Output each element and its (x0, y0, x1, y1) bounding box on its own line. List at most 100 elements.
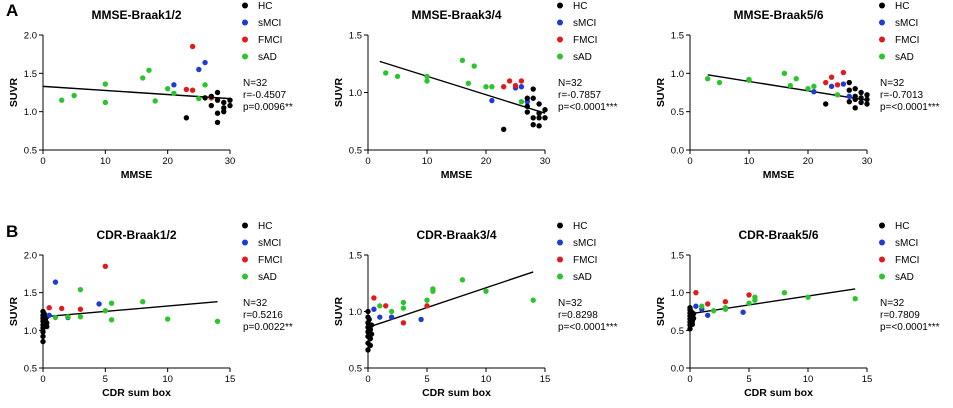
legend-marker-smci (242, 19, 248, 26)
stat-line: N=32 (558, 78, 583, 89)
data-point-sad (465, 80, 471, 87)
y-tick-label: 0.5 (349, 146, 362, 157)
data-point-hc (687, 326, 693, 332)
x-tick-label: 20 (162, 156, 173, 167)
data-point-fmci (512, 82, 519, 89)
data-point-hc (852, 96, 858, 103)
chart-title: CDR-Braak5/6 (738, 228, 818, 242)
y-tick-label: 0.5 (24, 364, 37, 375)
legend-marker-sad (879, 53, 885, 60)
x-tick-label: 10 (422, 156, 433, 167)
data-point-sad (489, 84, 495, 90)
x-tick-label: 20 (481, 156, 492, 167)
data-point-hc (530, 86, 536, 92)
x-tick-label: 10 (744, 156, 755, 167)
legend-label-sad: sAD (573, 272, 592, 283)
data-point-sad (59, 97, 65, 103)
stat-line: r=-0.7013 (880, 90, 924, 101)
legend-label-smci: sMCI (258, 18, 281, 29)
data-point-sad (752, 297, 758, 303)
data-point-smci (840, 81, 847, 87)
legend-marker-fmci (242, 256, 248, 263)
legend-marker-sad (242, 273, 248, 280)
data-point-fmci (823, 79, 829, 86)
x-tick-label: 15 (862, 374, 873, 385)
chart-2: MMSE-Braak3/4 0.5 1.0 1.5 0 10 20 30 MMSE SUVR HC s… (333, 1, 618, 181)
data-point-sad (146, 67, 152, 73)
y-tick-label: 1.5 (349, 31, 362, 42)
y-tick-label: 2.0 (24, 31, 37, 42)
data-point-fmci (693, 289, 699, 296)
data-point-hc (524, 103, 530, 110)
data-point-hc (221, 108, 227, 115)
data-point-sad (834, 92, 841, 98)
data-point-smci (52, 279, 59, 285)
stat-line: N=32 (880, 298, 905, 309)
legend-label-hc: HC (573, 221, 587, 232)
legend-label-sad: sAD (895, 52, 914, 63)
stat-line: N=32 (243, 78, 268, 89)
stat-line: N=32 (558, 298, 583, 309)
chart-5: CDR-Braak3/4 0.5 1.0 1.5 0 5 10 15 CDR sum box SU… (333, 221, 618, 399)
x-tick-label: 30 (862, 156, 873, 167)
x-axis-label: CDR sum box (744, 387, 813, 399)
x-tick-label: 10 (481, 374, 492, 385)
data-point-hc (214, 97, 221, 103)
data-point-fmci (59, 305, 65, 312)
legend-label-sad: sAD (895, 272, 914, 283)
legend-label-fmci: FMCI (573, 35, 597, 46)
data-point-hc (542, 115, 548, 121)
legend-label-hc: HC (258, 221, 272, 232)
y-tick-label: 1.5 (671, 31, 684, 42)
y-tick-label: 1.0 (24, 326, 37, 337)
legend-marker-hc (879, 2, 885, 9)
data-point-fmci (189, 87, 196, 93)
charts: MMSE-Braak1/2 0.5 1.0 1.5 2.0 0 10 20 30 MMSE SUVR… (8, 1, 940, 399)
y-tick-label: 1.5 (671, 251, 684, 262)
data-point-sad (77, 286, 84, 293)
data-point-hc (221, 99, 227, 106)
data-point-hc (530, 95, 536, 101)
data-point-hc (858, 89, 864, 96)
data-point-sad (171, 90, 177, 96)
data-point-hc (501, 126, 507, 132)
data-point-hc (41, 311, 47, 317)
x-tick-label: 0 (365, 156, 370, 167)
data-point-fmci (746, 292, 752, 298)
data-point-sad (530, 297, 536, 303)
data-point-fmci (102, 263, 109, 269)
data-point-smci (811, 89, 817, 95)
chart-title: MMSE-Braak5/6 (733, 8, 823, 22)
data-point-smci (846, 93, 852, 100)
data-point-sad (164, 316, 171, 322)
legend-marker-sad (242, 53, 248, 60)
data-point-hc (864, 92, 870, 98)
data-point-sad (400, 305, 407, 311)
legend-marker-fmci (879, 256, 885, 263)
data-point-sad (483, 84, 489, 90)
data-point-hc (846, 87, 852, 93)
data-point-hc (365, 308, 371, 315)
data-point-sad (214, 318, 221, 324)
data-point-smci (377, 314, 383, 320)
x-tick-label: 0 (365, 374, 370, 385)
data-point-sad (388, 308, 395, 315)
stat-line: r=0.7809 (880, 310, 920, 321)
data-point-sad (140, 75, 146, 81)
legend-marker-smci (557, 239, 563, 246)
data-point-smci (418, 316, 424, 323)
x-axis-label: MMSE (121, 169, 153, 181)
data-point-hc (536, 110, 542, 116)
data-point-hc (367, 342, 374, 349)
x-tick-label: 0 (40, 374, 45, 385)
data-point-sad (471, 63, 477, 69)
data-point-sad (102, 99, 109, 106)
legend-label-smci: sMCI (258, 238, 281, 249)
legend-label-hc: HC (573, 1, 587, 12)
data-point-smci (388, 314, 395, 320)
data-point-sad (805, 294, 811, 300)
data-point-sad (140, 299, 146, 305)
legend-marker-smci (557, 19, 563, 26)
data-point-sad (71, 92, 77, 99)
legend-marker-fmci (557, 256, 563, 263)
